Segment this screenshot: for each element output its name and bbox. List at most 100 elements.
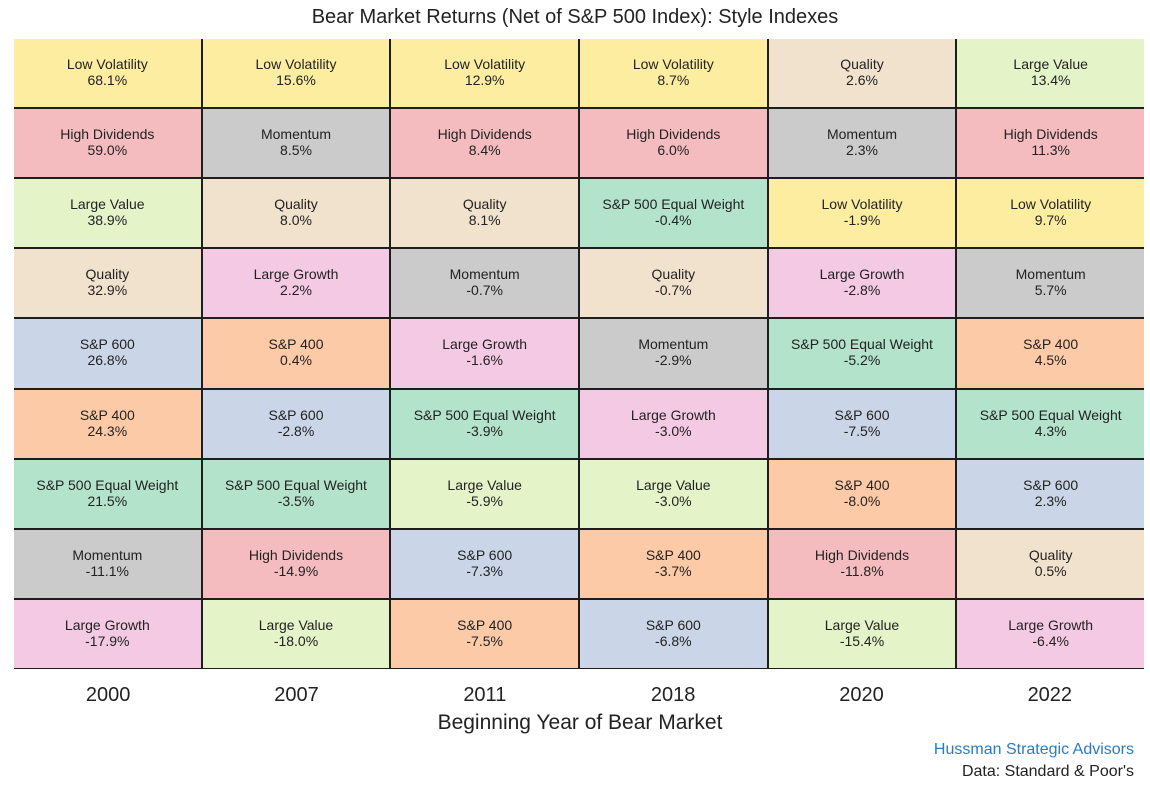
source-label: Data: Standard & Poor's [961,763,1134,780]
grid-cell: S&P 400 4.5% [957,319,1144,388]
cell-return-value: 2.6% [846,72,878,88]
cell-return-value: -3.7% [655,562,692,579]
grid-cell: Momentum 8.5% [202,109,390,178]
grid-cell: High Dividends 59.0% [14,109,201,178]
grid-cell: High Dividends 8.4% [391,109,578,178]
cell-index-name: S&P 500 Equal Weight [602,196,745,213]
cell-return-value: 0.4% [280,352,312,369]
grid-cell: Large Value 38.9% [14,179,201,248]
cell-index-name: Large Value [1013,56,1088,72]
cell-return-value: 59.0% [87,142,128,159]
cell-index-name: S&P 600 [645,616,701,633]
cell-index-name: Large Growth [630,406,716,423]
grid-cell: High Dividends 11.3% [957,109,1144,178]
cell-index-name: Large Value [258,616,334,633]
cell-return-value: -11.8% [840,562,884,579]
grid-cell: High Dividends -14.9% [202,529,390,598]
cell-index-name: Quality [1028,546,1073,563]
grid-cell: S&P 500 Equal Weight -3.9% [391,389,578,458]
grid-cell: Momentum -11.1% [14,529,201,598]
grid-cell: Quality 2.6% [768,39,956,108]
cell-return-value: 24.3% [87,422,128,439]
cell-index-name: S&P 600 [268,406,324,423]
grid-cell: Low Volatility -1.9% [768,179,956,248]
cell-index-name: Momentum [826,126,897,143]
cell-return-value: 68.1% [87,72,128,88]
cell-index-name: High Dividends [626,126,721,143]
cell-index-name: S&P 400 [645,546,701,563]
cell-index-name: Large Value [636,476,711,493]
grid-cell: S&P 500 Equal Weight -5.2% [768,319,956,388]
cell-index-name: S&P 400 [79,406,135,423]
cell-return-value: 0.5% [1034,562,1067,579]
year-tick-label: 2022 [1027,684,1073,706]
grid-cell: Large Value 13.4% [957,39,1144,108]
year-tick-label: 2020 [839,684,884,706]
cell-index-name: Low Volatility [66,56,148,72]
cell-index-name: S&P 600 [1023,476,1079,493]
cell-return-value: 8.5% [280,142,312,159]
cell-index-name: Momentum [638,336,709,353]
cell-index-name: Low Volatility [255,56,337,72]
grid-cell: Quality 0.5% [957,529,1144,598]
cell-index-name: Low Volatility [1010,196,1092,213]
cell-return-value: 5.7% [1034,282,1067,299]
cell-return-value: -2.8% [843,282,881,299]
grid-cell: Low Volatility 8.7% [580,39,767,108]
cell-return-value: -11.1% [85,562,129,579]
cell-return-value: -7.5% [466,632,503,649]
cell-return-value: -7.5% [843,422,881,439]
grid-cell: High Dividends -11.8% [768,529,956,598]
grid-cell: Large Value -15.4% [768,599,956,668]
grid-cell: Quality 8.0% [202,179,390,248]
cell-return-value: 8.4% [468,142,501,159]
cell-index-name: Low Volatility [821,196,903,213]
cell-return-value: -2.9% [655,352,692,369]
grid-cell: Large Growth -2.8% [768,249,956,318]
grid-cell: Momentum 2.3% [768,109,956,178]
cell-return-value: -15.4% [839,632,885,649]
grid-cell: Large Growth -3.0% [580,389,767,458]
cell-return-value: 38.9% [87,212,128,229]
cell-index-name: S&P 500 Equal Weight [36,476,179,493]
cell-index-name: Large Value [70,196,145,213]
cell-index-name: Quality [840,56,884,72]
grid-cell: Low Volatility 9.7% [957,179,1144,248]
grid-cell: Low Volatility 15.6% [202,39,390,108]
cell-index-name: Large Growth [64,616,150,633]
cell-index-name: Momentum [449,266,520,283]
grid-cell: Quality 32.9% [14,249,201,318]
cell-return-value: -5.9% [466,492,503,509]
cell-return-value: -0.7% [655,282,692,299]
cell-return-value: 4.3% [1034,422,1067,439]
brand-label: Hussman Strategic Advisors [933,741,1134,758]
grid-cell: S&P 400 -3.7% [580,529,767,598]
grid-cell: S&P 600 -7.3% [391,529,578,598]
grid-cell: Quality 8.1% [391,179,578,248]
cell-index-name: S&P 400 [834,476,890,493]
cell-return-value: -14.9% [273,562,319,579]
year-tick-label: 2000 [85,684,131,706]
grid-cell: Large Value -3.0% [580,459,767,528]
grid-cell: S&P 500 Equal Weight 21.5% [14,459,201,528]
cell-return-value: -1.9% [843,212,881,229]
cell-return-value: 11.3% [1031,142,1070,159]
cell-return-value: -6.4% [1032,632,1069,649]
cell-return-value: 12.9% [464,72,505,88]
grid-cell: S&P 500 Equal Weight -3.5% [202,459,390,528]
grid-cell: Large Growth 2.2% [202,249,390,318]
cell-return-value: 2.3% [846,142,878,159]
cell-return-value: -3.5% [277,492,315,509]
cell-return-value: 2.3% [1034,492,1067,509]
cell-return-value: -3.9% [466,422,503,439]
grid-cell: S&P 600 -7.5% [768,389,956,458]
grid-cell: S&P 600 -2.8% [202,389,390,458]
grid-cell: Large Growth -1.6% [391,319,578,388]
cell-return-value: -3.0% [655,422,692,439]
grid-cell: Low Volatility 12.9% [391,39,578,108]
cell-return-value: -1.6% [466,352,503,369]
grid-cell: Momentum -0.7% [391,249,578,318]
grid-cell: S&P 600 26.8% [14,319,201,388]
grid-cell: Momentum -2.9% [580,319,767,388]
cell-return-value: 15.6% [276,72,316,88]
